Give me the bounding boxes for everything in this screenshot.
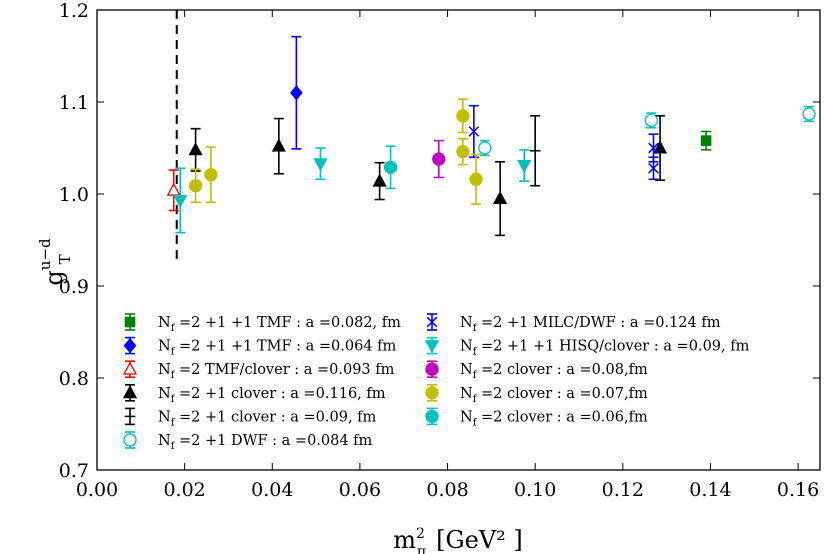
legend-entry-s3: Nf =2 TMF/clover : a =0.093 fm	[122, 360, 395, 381]
data-point	[644, 113, 658, 128]
data-point	[383, 160, 398, 174]
legend-label: Nf =2 TMF/clover : a =0.093 fm	[158, 362, 395, 381]
series-s5	[529, 115, 541, 187]
series-s2	[290, 35, 303, 150]
legend-marker	[426, 316, 438, 328]
data-point	[456, 145, 470, 159]
data-point	[700, 135, 712, 146]
data-point	[648, 162, 659, 174]
data-point	[290, 85, 303, 101]
series-s1	[700, 130, 712, 151]
data-point	[173, 194, 188, 209]
series-s4	[188, 115, 668, 237]
legend-label: Nf =2 +1 DWF : a =0.084 fm	[158, 433, 373, 452]
legend-entry-s4: Nf =2 +1 clover : a =0.116, fm	[122, 383, 386, 405]
x-tick-label: 0.14	[689, 479, 731, 501]
y-axis-label: gu−d T	[36, 238, 74, 286]
data-point	[802, 107, 816, 121]
legend-label: Nf =2 +1 clover : a =0.116, fm	[158, 386, 386, 405]
series-s6	[478, 105, 816, 157]
legend-label: Nf =2 clover : a =0.07,fm	[460, 386, 648, 405]
data-point	[188, 142, 203, 156]
series-s9	[432, 139, 446, 179]
x-tick-label: 0.00	[76, 479, 118, 501]
x-tick-label: 0.06	[339, 479, 381, 501]
series-s7	[468, 104, 659, 181]
x-tick-label: 0.02	[163, 479, 205, 501]
data-point	[648, 142, 659, 154]
legend-label: Nf =2 +1 +1 HISQ/clover : a =0.09, fm	[460, 339, 750, 358]
data-point	[188, 179, 203, 193]
series-s10	[188, 98, 483, 205]
legend-entry-s7: Nf =2 +1 MILC/DWF : a =0.124 fm	[426, 313, 721, 334]
legend-label: Nf =2 +1 +1 TMF : a =0.082, fm	[158, 315, 401, 334]
plot-layer	[166, 10, 816, 261]
series-s3	[166, 169, 181, 212]
x-tick-label: 0.04	[251, 479, 293, 501]
x-tick-label: 0.10	[514, 479, 556, 501]
legend-entry-s8: Nf =2 +1 +1 HISQ/clover : a =0.09, fm	[424, 336, 750, 358]
y-tick-label: 1.2	[59, 0, 89, 22]
data-point	[204, 168, 218, 182]
legend-marker	[424, 340, 440, 354]
legend-label: Nf =2 clover : a =0.06,fm	[460, 409, 648, 428]
y-tick-label: 0.8	[59, 368, 89, 390]
legend-label: Nf =2 +1 +1 TMF : a =0.064 fm	[158, 339, 397, 358]
legend-entry-s9: Nf =2 clover : a =0.08,fm	[425, 360, 648, 381]
x-tick-label: 0.08	[426, 479, 468, 501]
data-point	[652, 140, 668, 154]
legend-entry-s5: Nf =2 +1 clover : a =0.09, fm	[124, 407, 377, 428]
legend-entry-s6: Nf =2 +1 DWF : a =0.084 fm	[123, 431, 373, 452]
legend: Nf =2 +1 +1 TMF : a =0.082, fm Nf =2 +1 +…	[122, 313, 750, 452]
data-point	[313, 158, 328, 172]
legend-marker	[123, 337, 137, 354]
y-tick-label: 0.9	[59, 276, 89, 298]
series-s11	[383, 145, 398, 190]
legend-entry-s10: Nf =2 clover : a =0.07,fm	[425, 383, 648, 405]
series-s8	[173, 147, 532, 234]
data-point	[493, 190, 508, 205]
plot-background	[97, 10, 820, 470]
data-point	[517, 160, 532, 174]
legend-marker	[122, 361, 138, 375]
legend-label: Nf =2 +1 MILC/DWF : a =0.124 fm	[460, 315, 721, 334]
legend-label: Nf =2 clover : a =0.08,fm	[460, 362, 648, 381]
plot-frame	[96, 9, 821, 471]
data-point	[456, 109, 470, 123]
legend-entry-s11: Nf =2 clover : a =0.06,fm	[425, 407, 648, 428]
y-tick-label: 0.7	[59, 460, 89, 482]
legend-label: Nf =2 +1 clover : a =0.09, fm	[158, 409, 377, 428]
y-tick-label: 1.1	[59, 92, 89, 114]
x-tick-label: 0.16	[777, 479, 819, 501]
data-point	[468, 126, 480, 137]
data-point	[271, 138, 286, 152]
data-point	[478, 141, 492, 155]
legend-marker	[122, 385, 138, 399]
data-point	[372, 173, 387, 187]
legend-entry-s1: Nf =2 +1 +1 TMF : a =0.082, fm	[124, 313, 401, 334]
legend-marker	[425, 409, 439, 424]
y-tick-label: 1.0	[59, 184, 89, 206]
legend-marker	[425, 386, 439, 400]
legend-marker	[124, 316, 136, 328]
x-tick-label: 0.12	[602, 479, 644, 501]
legend-marker	[425, 362, 439, 376]
x-axis-label: m2 π [GeV² ]	[393, 526, 523, 554]
data-point	[469, 172, 483, 186]
legend-entry-s2: Nf =2 +1 +1 TMF : a =0.064 fm	[123, 336, 397, 358]
data-point	[432, 152, 446, 166]
legend-marker	[123, 433, 137, 447]
